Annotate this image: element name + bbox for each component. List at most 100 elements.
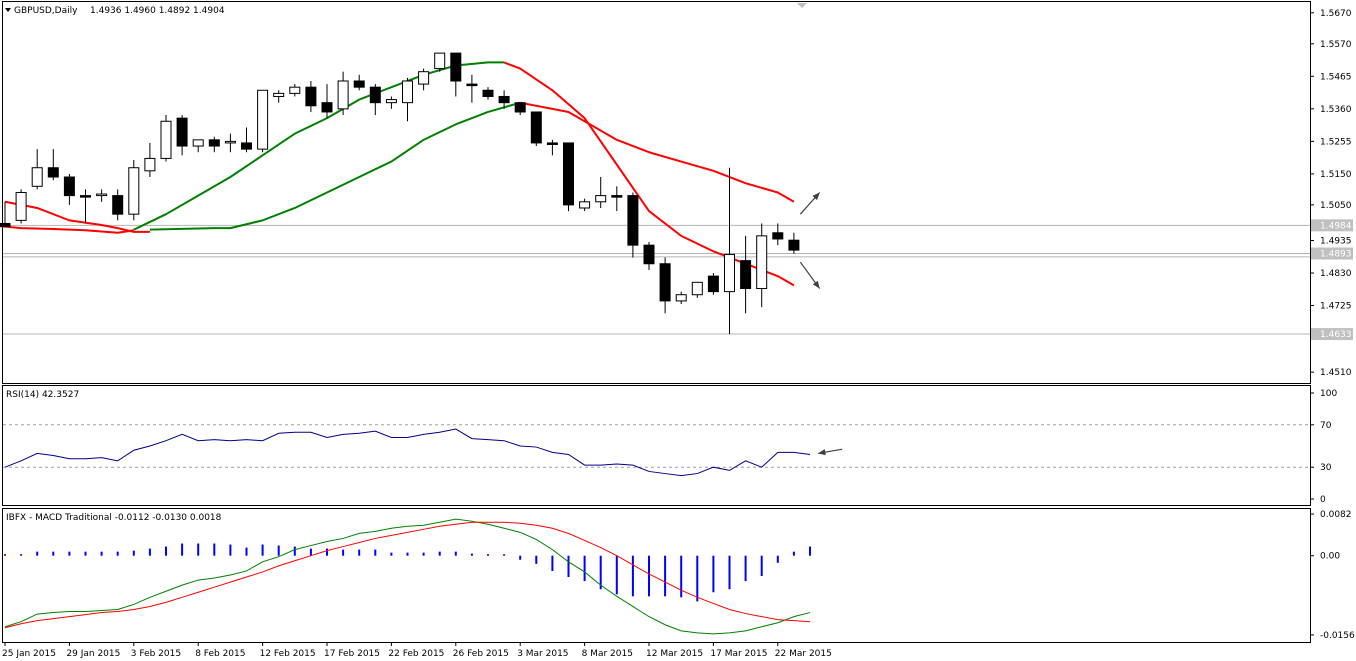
candle-body-bear — [643, 244, 655, 265]
symbol-dropdown-icon[interactable] — [5, 8, 11, 12]
candle-body-bear — [546, 142, 558, 145]
candle — [595, 177, 607, 208]
candle — [289, 84, 301, 97]
candle-body-bear — [305, 86, 317, 107]
candle — [627, 192, 639, 258]
date-axis: 25 Jan 2015 29 Jan 2015 3 Feb 2015 8 Feb 20… — [2, 642, 832, 659]
macd-panel[interactable] — [2, 508, 1311, 643]
candle — [530, 111, 542, 147]
candle — [160, 115, 172, 162]
price-tick-label-3: 1.5360 — [1320, 105, 1352, 115]
rsi-label: RSI(14) 42.3527 — [6, 390, 79, 400]
rsi-tick-label-2: 30 — [1320, 463, 1332, 473]
candle-body-bull — [289, 86, 301, 94]
candle — [321, 84, 333, 119]
trend-arrow-head-1 — [812, 280, 820, 289]
macd-tick-label-2: -0.0156 — [1320, 631, 1355, 641]
candle — [498, 90, 510, 109]
candle — [482, 87, 494, 100]
date-tick-label-12: 22 Mar 2015 — [775, 649, 832, 659]
price-tick-label-1: 1.5570 — [1320, 40, 1352, 50]
price-level-tag-label-1: 1.4893 — [1320, 250, 1352, 260]
candle-body-bull — [691, 281, 703, 296]
date-tick-label-7: 26 Feb 2015 — [453, 649, 509, 659]
price-level-tag-2 — [1311, 328, 1353, 341]
candle — [402, 77, 413, 122]
candle — [80, 189, 91, 224]
price-tick-label-10: 1.4510 — [1320, 368, 1352, 378]
candle — [740, 235, 752, 314]
macd-label: IBFX - MACD Traditional -0.0112 -0.0130 … — [6, 513, 222, 523]
candle-body-bear — [611, 195, 623, 198]
macd-tick-label-0: 0.0082 — [1320, 510, 1352, 520]
candle — [724, 167, 735, 335]
candle — [337, 71, 349, 116]
date-tick-label-3: 8 Feb 2015 — [195, 649, 245, 659]
price-tick-label-6: 1.5050 — [1320, 201, 1352, 211]
candle-body-bull — [257, 89, 269, 150]
candle-body-bull — [402, 80, 413, 104]
candle — [788, 232, 800, 254]
date-tick-label-8: 3 Mar 2015 — [517, 649, 568, 659]
candle — [63, 173, 75, 205]
candle — [691, 281, 703, 298]
candle — [353, 74, 365, 91]
candle-body-bear — [788, 239, 800, 251]
price-level-tag-1 — [1311, 247, 1353, 260]
date-tick-label-0: 25 Jan 2015 — [2, 649, 56, 659]
symbol-label: GBPUSD,Daily — [14, 6, 78, 16]
moving-average-line-5 — [149, 101, 521, 231]
date-tick-label-9: 8 Mar 2015 — [582, 649, 633, 659]
candle — [385, 96, 397, 109]
price-tick-label-2: 1.5465 — [1320, 72, 1352, 82]
rsi-tick-label-3: 0 — [1320, 495, 1326, 505]
date-tick-label-1: 29 Jan 2015 — [66, 649, 120, 659]
candle-body-bull — [385, 99, 397, 104]
candle-body-bear — [0, 222, 11, 228]
price-tick-label-7: 1.4935 — [1320, 237, 1352, 247]
rsi-panel[interactable] — [2, 385, 1311, 506]
price-panel[interactable] — [2, 1, 1311, 384]
candle-body-bull — [579, 201, 591, 209]
candle — [563, 142, 574, 212]
candle-body-bull — [144, 157, 156, 172]
macd-line-0 — [4, 518, 811, 635]
candle — [369, 84, 381, 116]
candle — [675, 291, 687, 305]
candle — [15, 189, 27, 224]
candle-body-bear — [563, 142, 574, 206]
candle — [772, 223, 784, 246]
candle-body-bear — [482, 89, 494, 97]
price-tick-label-5: 1.5150 — [1320, 170, 1352, 180]
candle — [579, 198, 591, 212]
candle-body-bear — [498, 95, 510, 104]
date-tick-label-4: 12 Feb 2015 — [260, 649, 316, 659]
candle-body-bear — [241, 142, 252, 150]
candle-body-bull — [724, 253, 735, 293]
candle-body-bull — [192, 139, 204, 147]
candle — [128, 159, 140, 221]
candle — [450, 52, 462, 97]
candle — [611, 186, 623, 212]
rsi-line-0 — [4, 428, 811, 477]
candle-body-bear — [63, 176, 75, 197]
candle — [659, 257, 671, 314]
candle-body-bear — [321, 102, 333, 113]
moving-average-line-0 — [4, 200, 150, 233]
candle-body-bear — [530, 111, 542, 144]
candle-body-bull — [96, 193, 108, 197]
macd-line-1 — [4, 521, 811, 629]
candle — [0, 201, 11, 228]
macd-tick-label-1: 0.00 — [1320, 552, 1340, 562]
rsi-arrow-head — [818, 449, 826, 456]
candle — [466, 74, 478, 103]
candle — [707, 273, 719, 295]
candle — [208, 136, 220, 153]
scroll-marker-icon[interactable] — [797, 3, 807, 8]
rsi-tick-label-1: 70 — [1320, 421, 1332, 431]
rsi-tick-label-0: 100 — [1320, 389, 1337, 399]
candle-body-bear — [740, 260, 752, 290]
candle — [257, 89, 269, 153]
candle-body-bear — [659, 263, 671, 302]
